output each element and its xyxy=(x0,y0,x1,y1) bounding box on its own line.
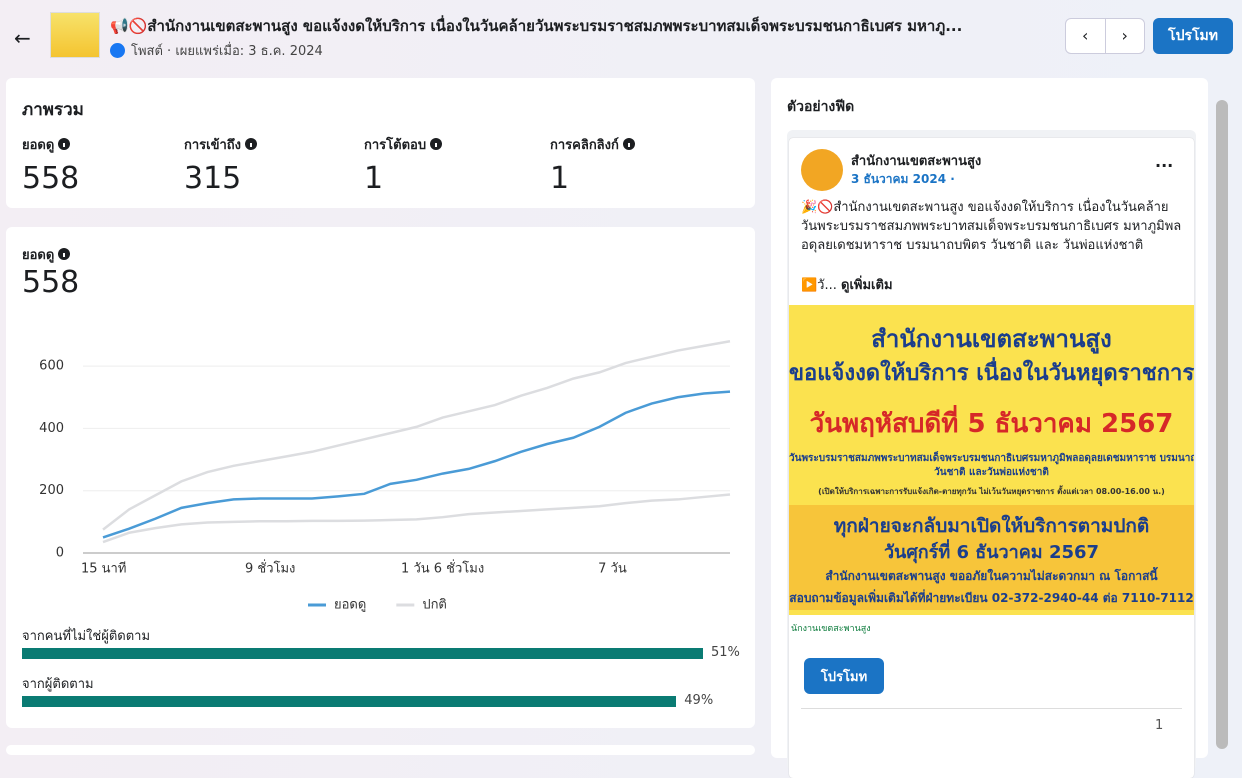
series-line xyxy=(102,339,731,531)
views-card: ยอดดู 558 0 200 400 600 15 นาที 9 ชั่วโมง 1 วั… xyxy=(6,227,755,728)
post-image: สำนักงานเขตสะพานสูงขอแจ้งงดให้บริการ เนื… xyxy=(789,305,1194,615)
metric-label: การเข้าถึง xyxy=(184,134,258,155)
image-text: วันศุกร์ที่ 6 ธันวาคม 2567 xyxy=(883,542,1100,563)
pager: ‹ › xyxy=(1065,18,1145,54)
views-label-wrap: ยอดดู xyxy=(22,244,71,265)
scrollbar[interactable] xyxy=(1216,100,1228,749)
fb-icon xyxy=(110,43,125,58)
image-text: วันชาติ และวันพ่อแห่งชาติ xyxy=(934,467,1049,478)
metric-value: 315 xyxy=(184,161,242,196)
y-tick-label: 200 xyxy=(39,483,64,498)
chart: 0 200 400 600 15 นาที 9 ชั่วโมง 1 วัน 6 ชั่วโม… xyxy=(39,339,731,613)
post-text2: ▶️วั... xyxy=(801,278,837,293)
breakdown-bar xyxy=(22,648,703,659)
see-more[interactable]: ดูเพิ่มเติม xyxy=(841,278,893,293)
meta-text: โพสต์ · เผยแพร่เมื่อ: 3 ธ.ค. 2024 xyxy=(131,44,323,59)
thumbnail xyxy=(50,12,100,58)
back-button[interactable]: ← xyxy=(14,26,31,50)
image-text: ทุกฝ่ายจะกลับมาเปิดให้บริการตามปกติ xyxy=(833,515,1150,537)
metric-label: การโต้ตอบ xyxy=(364,134,443,155)
info-icon xyxy=(58,138,71,150)
post-text: 🎉🚫สำนักงานเขตสะพานสูง ขอแจ้งงดให้บริการ … xyxy=(801,200,1182,253)
preview-panel: ตัวอย่างฟีด สำนักงานเขตสะพานสูง 3 ธันวาค… xyxy=(771,78,1208,778)
preview-promote[interactable]: โปรโมท xyxy=(804,658,884,694)
series-lower-line xyxy=(102,493,731,544)
prev[interactable]: ‹ xyxy=(1066,19,1106,53)
legend-label: ปกติ xyxy=(422,598,447,613)
series-line xyxy=(102,390,731,539)
post-date: 3 ธันวาคม 2024 · xyxy=(851,172,955,186)
page-name: สำนักงานเขตสะพานสูง xyxy=(851,154,982,169)
next-card xyxy=(6,745,755,755)
metric-value: 1 xyxy=(364,161,384,196)
image-text: วันพฤหัสบดีที่ 5 ธันวาคม 2567 xyxy=(809,409,1174,439)
metric-label: ยอดดู xyxy=(22,134,79,155)
metric: การโต้ตอบ 1 xyxy=(364,134,443,196)
y-tick-label: 0 xyxy=(56,546,64,561)
metric: การคลิกลิงก์ 1 xyxy=(550,134,635,196)
info-icon xyxy=(245,138,258,150)
image-text: ขอแจ้งงดให้บริการ เนื่องในวันหยุดราชการ xyxy=(789,361,1194,386)
divider xyxy=(801,708,1182,709)
avatar xyxy=(801,149,843,191)
overview-card: ภาพรวม ยอดดู 558 การเข้าถึง 315 การโต้ตอบ 1 กา… xyxy=(6,78,755,208)
image-band xyxy=(789,505,1194,610)
next[interactable]: › xyxy=(1121,26,1128,45)
views-label: ยอดดู xyxy=(22,248,55,263)
y-tick-label: 600 xyxy=(39,359,64,374)
metric-label-text: การคลิกลิงก์ xyxy=(550,138,619,153)
image-text: วันพระบรมราชสมภพพระบาทสมเด็จพระบรมชนกาธิ… xyxy=(789,453,1194,464)
x-tick-label: 7 วัน xyxy=(598,562,627,577)
views-value: 558 xyxy=(22,265,80,300)
x-tick-label: 15 นาที xyxy=(81,561,126,577)
breakdown-value: 51% xyxy=(711,645,740,660)
info-icon xyxy=(430,138,443,150)
image-text: สอบถามข้อมูลเพิ่มเติมได้ที่ฝ่ายทะเบียน 0… xyxy=(789,591,1194,605)
breakdown-value: 49% xyxy=(684,693,714,708)
breakdown-label: จากคนที่ไม่ใช่ผู้ติดตาม xyxy=(22,629,151,644)
y-tick-label: 400 xyxy=(39,421,64,436)
image-text: (เปิดให้บริการเฉพาะการรับแจ้งเกิด-ตายทุก… xyxy=(818,487,1165,496)
overview-title: ภาพรวม xyxy=(22,100,84,120)
image-text: สำนักงานเขตสะพานสูง ขออภัยในความไม่สะดวก… xyxy=(825,569,1158,583)
legend-label: ยอดดู xyxy=(334,598,366,613)
image-footer: นักงานเขตสะพานสูง xyxy=(789,615,1194,643)
post: สำนักงานเขตสะพานสูง 3 ธันวาคม 2024 · ···… xyxy=(789,138,1194,778)
image-text: สำนักงานเขตสะพานสูง xyxy=(871,325,1112,353)
preview-title: ตัวอย่างฟีด xyxy=(787,99,855,115)
metric-label-text: การโต้ตอบ xyxy=(364,138,427,153)
metric-value: 558 xyxy=(22,161,80,196)
info-icon xyxy=(622,138,635,150)
metric: ยอดดู 558 xyxy=(22,134,79,196)
post-text2-wrap: ▶️วั... ดูเพิ่มเติม xyxy=(801,274,893,295)
breakdown-label: จากผู้ติดตาม xyxy=(22,677,94,692)
x-tick-label: 1 วัน 6 ชั่วโมง xyxy=(401,560,484,577)
x-tick-label: 9 ชั่วโมง xyxy=(245,560,295,577)
metric-label-text: ยอดดู xyxy=(22,138,55,153)
promote-button[interactable]: โปรโมท xyxy=(1153,18,1233,54)
comment-count: 1 xyxy=(1155,718,1164,733)
metric-value: 1 xyxy=(550,161,570,196)
post-meta: โพสต์ · เผยแพร่เมื่อ: 3 ธ.ค. 2024 xyxy=(110,40,323,61)
metric-label: การคลิกลิงก์ xyxy=(550,134,635,155)
info-icon xyxy=(58,248,71,260)
more-menu[interactable]: ··· xyxy=(1155,156,1174,175)
breakdown-bar xyxy=(22,696,677,707)
post-title: 📢🚫สำนักงานเขตสะพานสูง ขอแจ้งงดให้บริการ … xyxy=(110,17,963,35)
metric: การเข้าถึง 315 xyxy=(184,134,258,196)
metric-label-text: การเข้าถึง xyxy=(184,138,242,153)
